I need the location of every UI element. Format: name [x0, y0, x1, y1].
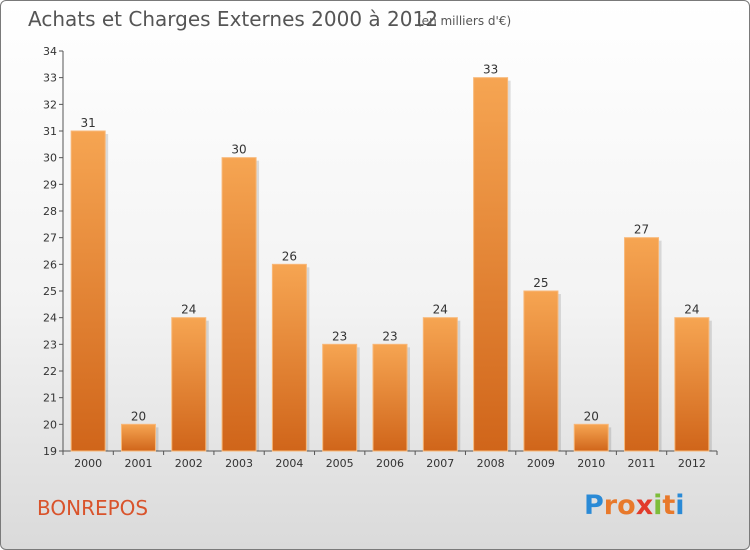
- y-tick-label: 33: [43, 72, 57, 85]
- x-tick-label: 2007: [426, 457, 454, 470]
- y-tick-label: 27: [43, 232, 57, 245]
- y-tick-label: 23: [43, 338, 57, 351]
- y-tick-label: 22: [43, 365, 57, 378]
- data-label: 33: [483, 63, 498, 77]
- y-tick-label: 30: [43, 152, 57, 165]
- bar-2008: [473, 77, 509, 452]
- bar-2004: [271, 263, 307, 452]
- data-label: 23: [382, 329, 397, 343]
- x-tick-label: 2004: [275, 457, 303, 470]
- x-tick-label: 2000: [74, 457, 102, 470]
- data-label: 31: [81, 116, 96, 130]
- y-tick-label: 28: [43, 205, 57, 218]
- data-label: 25: [533, 276, 548, 290]
- bar-2010: [573, 423, 609, 452]
- y-tick-label: 31: [43, 125, 57, 138]
- data-label: 30: [231, 143, 246, 157]
- x-tick-label: 2002: [175, 457, 203, 470]
- x-tick-label: 2006: [376, 457, 404, 470]
- chart-subtitle: (en milliers d'€): [417, 14, 512, 28]
- bar-2003: [221, 157, 257, 452]
- bar-2012: [674, 317, 710, 452]
- y-tick-label: 21: [43, 392, 57, 405]
- chart-axes: 19 20 21 22 23 24 25 26 27 28 29 30 31 32 33 34 2000 2001…: [43, 45, 718, 470]
- x-tick-label: 2011: [628, 457, 656, 470]
- bar-2011: [624, 237, 660, 452]
- bar-2000: [70, 130, 106, 452]
- logo-letter: t: [662, 490, 676, 521]
- chart-bars: 31 20 24 30 26 23 23 24 33 25 20 27 24: [70, 63, 712, 452]
- x-tick-label: 2010: [577, 457, 605, 470]
- y-tick-label: 19: [43, 445, 57, 458]
- data-label: 20: [131, 409, 146, 423]
- data-label: 23: [332, 329, 347, 343]
- bar-2005: [322, 343, 358, 452]
- x-tick-label: 2003: [225, 457, 253, 470]
- y-tick-label: 29: [43, 178, 57, 191]
- x-tick-label: 2001: [124, 457, 152, 470]
- data-label: 26: [282, 249, 297, 263]
- data-label: 24: [181, 303, 196, 317]
- bar-2002: [171, 317, 207, 452]
- x-tick-label: 2009: [527, 457, 555, 470]
- chart-title: Achats et Charges Externes 2000 à 2012: [28, 7, 438, 31]
- y-tick-label: 24: [43, 312, 57, 325]
- logo-letter: P: [584, 490, 604, 521]
- data-label: 20: [584, 409, 599, 423]
- y-tick-label: 34: [43, 45, 57, 58]
- y-tick-label: 32: [43, 98, 57, 111]
- data-label: 27: [634, 223, 649, 237]
- logo-letter: o: [617, 490, 636, 521]
- x-tick-label: 2008: [477, 457, 505, 470]
- proxiti-logo[interactable]: Proxiti: [584, 490, 685, 521]
- y-tick-label: 25: [43, 285, 57, 298]
- y-tick-label: 20: [43, 418, 57, 431]
- logo-letter: i: [675, 490, 685, 521]
- bar-2006: [372, 343, 408, 452]
- bar-2009: [523, 290, 559, 452]
- logo-letter: x: [635, 490, 654, 521]
- y-tick-label: 26: [43, 258, 57, 271]
- data-label: 24: [684, 303, 699, 317]
- data-label: 24: [433, 303, 448, 317]
- x-tick-label: 2012: [678, 457, 706, 470]
- bar-2001: [120, 423, 156, 452]
- x-tick-label: 2005: [326, 457, 354, 470]
- logo-letter: i: [653, 490, 663, 521]
- place-name: BONREPOS: [37, 496, 149, 520]
- bar-2007: [422, 317, 458, 452]
- logo-letter: r: [603, 490, 618, 521]
